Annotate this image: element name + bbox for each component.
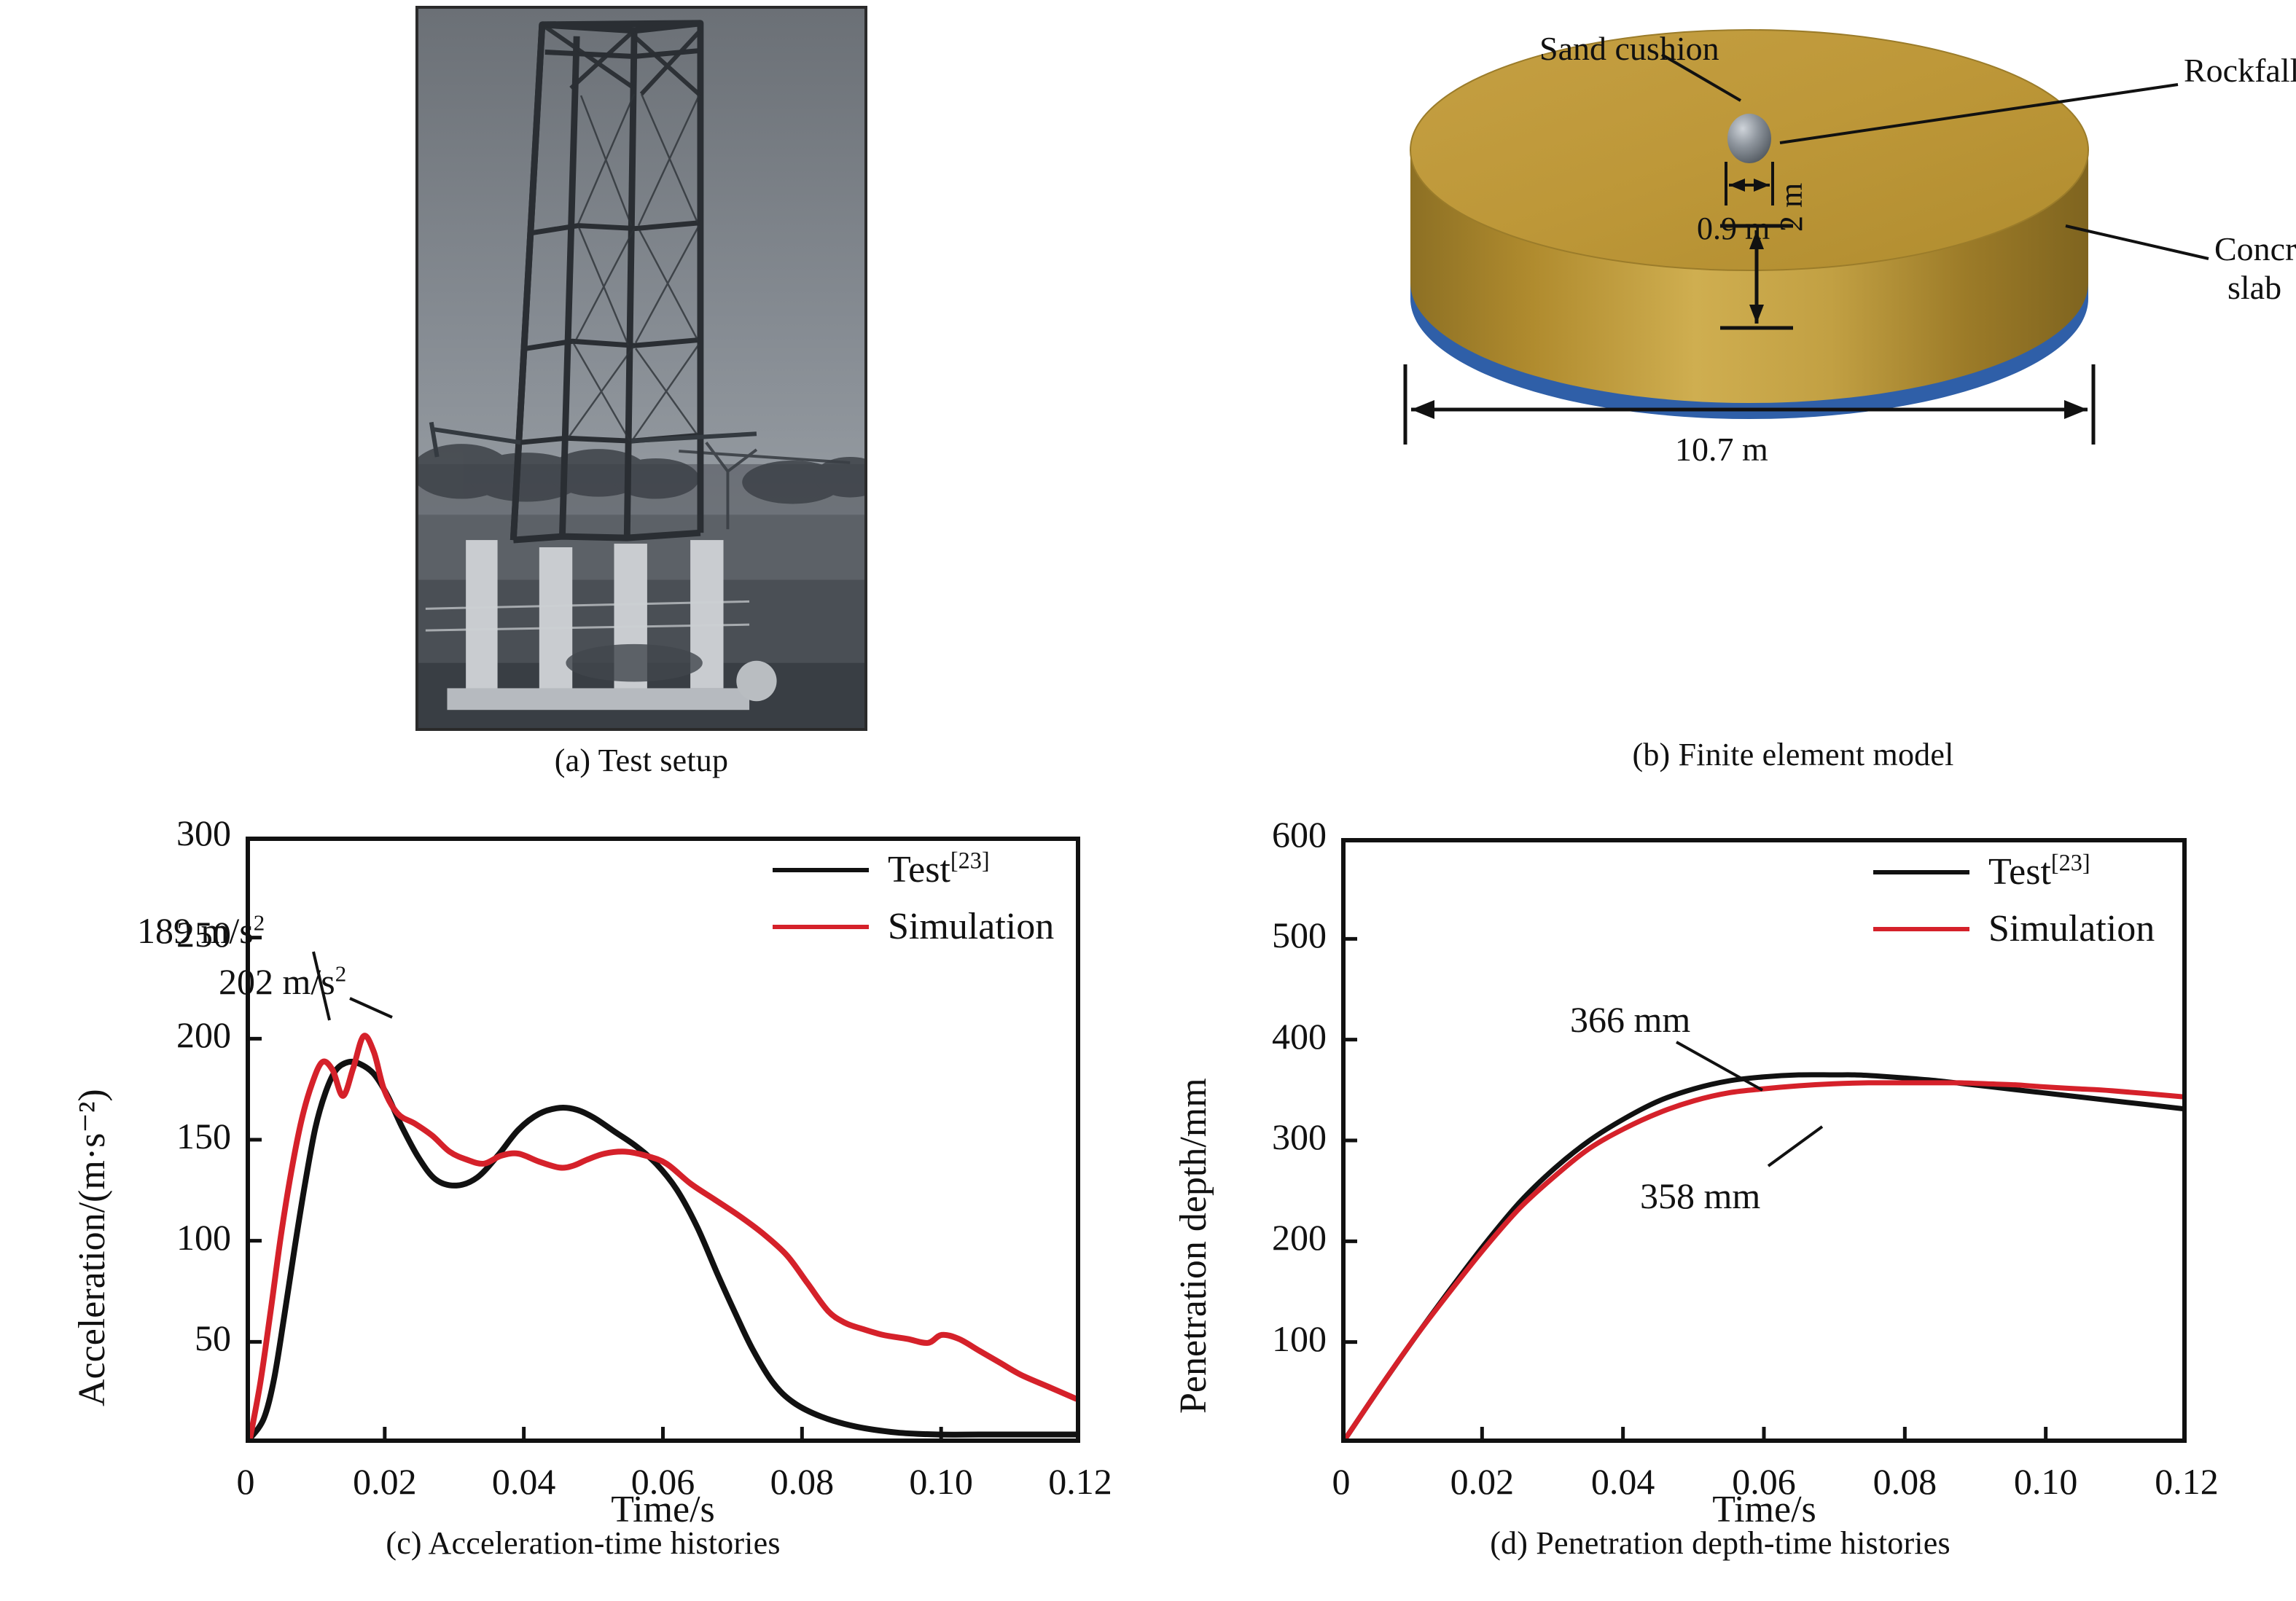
panel-a-caption: (a) Test setup [554, 743, 729, 778]
chart-d-legend: Test[23] Simulation [1873, 844, 2155, 958]
y-tick-label: 500 [1272, 915, 1327, 956]
chart-c-annotation-202: 202 m/s2 [219, 960, 347, 1002]
slab-diameter-dimension [1403, 364, 2096, 445]
y-tick-label: 200 [176, 1014, 231, 1056]
concrete-slab-leader [2065, 224, 2209, 260]
test-setup-photo [415, 6, 867, 731]
x-tick-label: 0.02 [353, 1461, 417, 1502]
chart-c-curves [250, 841, 1076, 1438]
fe-model-graphic [1403, 29, 2209, 445]
legend-swatch-test [773, 868, 869, 872]
y-tick-label: 300 [176, 813, 231, 853]
y-tick-label: 400 [1272, 1015, 1327, 1057]
plot-area-d [1341, 838, 2187, 1443]
x-tick-label: 0.04 [491, 1461, 556, 1502]
cushion-thickness-dimension [1720, 224, 1793, 330]
plot-area-c [246, 837, 1080, 1443]
chart-c-legend: Test[23] Simulation [773, 842, 1054, 955]
legend-swatch-simulation [773, 925, 869, 929]
panel-a-test-setup: (a) Test setup [415, 6, 867, 778]
y-tick-label: 100 [1272, 1318, 1327, 1359]
chart-penetration-depth-time: Penetration depth/mm Time/s Test[23] Sim… [1137, 802, 2296, 1601]
x-tick-label: 0.10 [909, 1461, 973, 1502]
panel-b-fe-model: Sand cushion Rockfall Concrete slab 0.9 … [1312, 7, 2296, 772]
y-tick-label: 250 [176, 913, 231, 955]
concrete-slab-label-line2: slab [2227, 269, 2282, 306]
x-tick-label: 0.04 [1590, 1461, 1655, 1502]
sand-cushion-label: Sand cushion [1539, 30, 1719, 67]
chart-d-xlabel: Time/s [1712, 1489, 1816, 1530]
y-tick-label: 300 [1272, 1116, 1327, 1157]
legend-item-simulation: Simulation [773, 899, 1054, 955]
chart-d-annotation-358: 358 mm [1640, 1175, 1761, 1216]
rockfall-dimension [1725, 162, 1774, 205]
x-tick-label: 0 [236, 1461, 255, 1502]
legend-label-simulation: Simulation [1988, 908, 2155, 950]
chart-c-annotation-189: 189 m/s2 [137, 909, 265, 951]
x-tick-label: 0.12 [2155, 1461, 2219, 1502]
legend-label-simulation: Simulation [888, 906, 1055, 947]
legend-swatch-test [1873, 870, 1969, 874]
chart-d-annotation-366: 366 mm [1570, 999, 1691, 1040]
x-tick-label: 0.08 [770, 1461, 835, 1502]
chart-c-xlabel: Time/s [611, 1489, 715, 1530]
y-tick-label: 100 [176, 1216, 231, 1258]
legend-label-test: Test[23] [1988, 849, 2090, 893]
rockfall-sphere [1727, 114, 1771, 163]
legend-item-simulation: Simulation [1873, 901, 2155, 958]
tower-photo-graphic [418, 9, 864, 728]
rockfall-diameter-label: 0.9 m [1697, 211, 1770, 246]
y-tick-label: 50 [195, 1318, 231, 1359]
x-tick-label: 0.08 [1873, 1461, 1937, 1502]
y-tick-label: 150 [176, 1116, 231, 1156]
x-tick-label: 0.06 [1732, 1461, 1796, 1502]
x-tick-label: 0 [1332, 1461, 1351, 1502]
legend-swatch-simulation [1873, 927, 1969, 931]
rockfall-leader [1779, 83, 2179, 144]
panel-c-caption: (c) Acceleration-time histories [386, 1525, 781, 1561]
panel-d-caption: (d) Penetration depth-time histories [1490, 1525, 1951, 1561]
rockfall-label: Rockfall [2184, 52, 2296, 89]
chart-acceleration-time: Acceleration/(m·s⁻²) Time/s Test[23] Sim… [0, 802, 1137, 1601]
x-tick-label: 0.10 [2013, 1461, 2078, 1502]
y-tick-label: 600 [1272, 814, 1327, 855]
sand-cushion-leader [1660, 53, 1742, 102]
cushion-thickness-label: 2 m [1773, 182, 1809, 232]
x-tick-label: 0.02 [1450, 1461, 1515, 1502]
x-tick-label: 0.06 [630, 1461, 695, 1502]
slab-diameter-label: 10.7 m [1675, 431, 1768, 468]
legend-item-test: Test[23] [773, 842, 1054, 899]
legend-item-test: Test[23] [1873, 844, 2155, 901]
concrete-slab-label-line1: Concrete [2214, 230, 2296, 267]
x-tick-label: 0.12 [1048, 1461, 1112, 1502]
legend-label-test: Test[23] [888, 847, 990, 890]
panel-b-caption: (b) Finite element model [1632, 737, 1954, 772]
y-tick-label: 200 [1272, 1217, 1327, 1259]
